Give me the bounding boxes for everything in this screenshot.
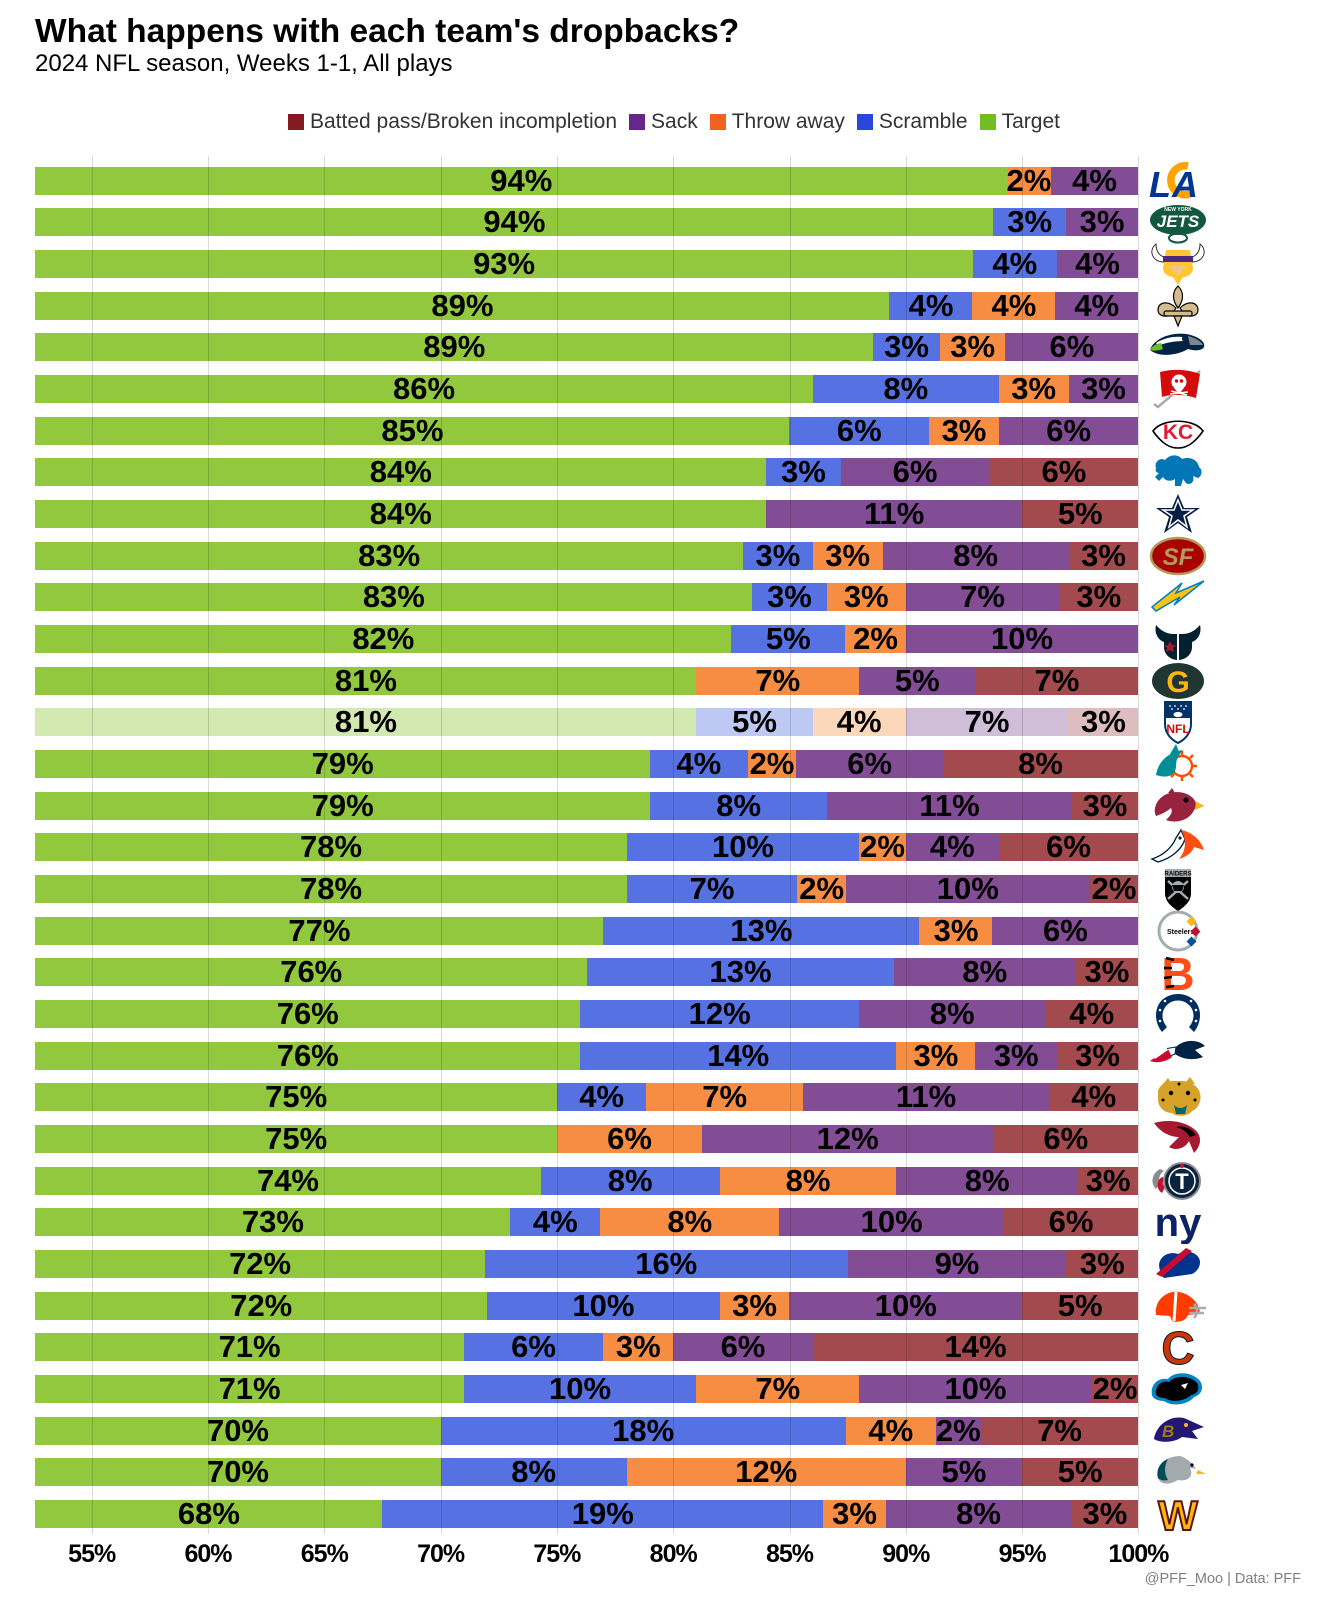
svg-text:JETS: JETS bbox=[1157, 212, 1200, 231]
svg-text:NEW YORK: NEW YORK bbox=[1164, 207, 1192, 213]
svg-text:L: L bbox=[1149, 164, 1171, 203]
svg-text:RAIDERS: RAIDERS bbox=[1164, 871, 1191, 877]
svg-text:A: A bbox=[1171, 164, 1198, 203]
svg-text:NFL: NFL bbox=[1166, 722, 1189, 736]
svg-text:SF: SF bbox=[1163, 544, 1195, 571]
svg-text:Steelers: Steelers bbox=[1167, 929, 1194, 936]
svg-text:G: G bbox=[1166, 666, 1189, 699]
svg-text:ny: ny bbox=[1155, 1201, 1202, 1244]
svg-text:W: W bbox=[1158, 1492, 1198, 1536]
svg-text:T: T bbox=[1175, 1169, 1189, 1194]
svg-text:B: B bbox=[1162, 1422, 1174, 1441]
svg-text:KC: KC bbox=[1163, 421, 1193, 444]
svg-text:C: C bbox=[1161, 1325, 1194, 1369]
